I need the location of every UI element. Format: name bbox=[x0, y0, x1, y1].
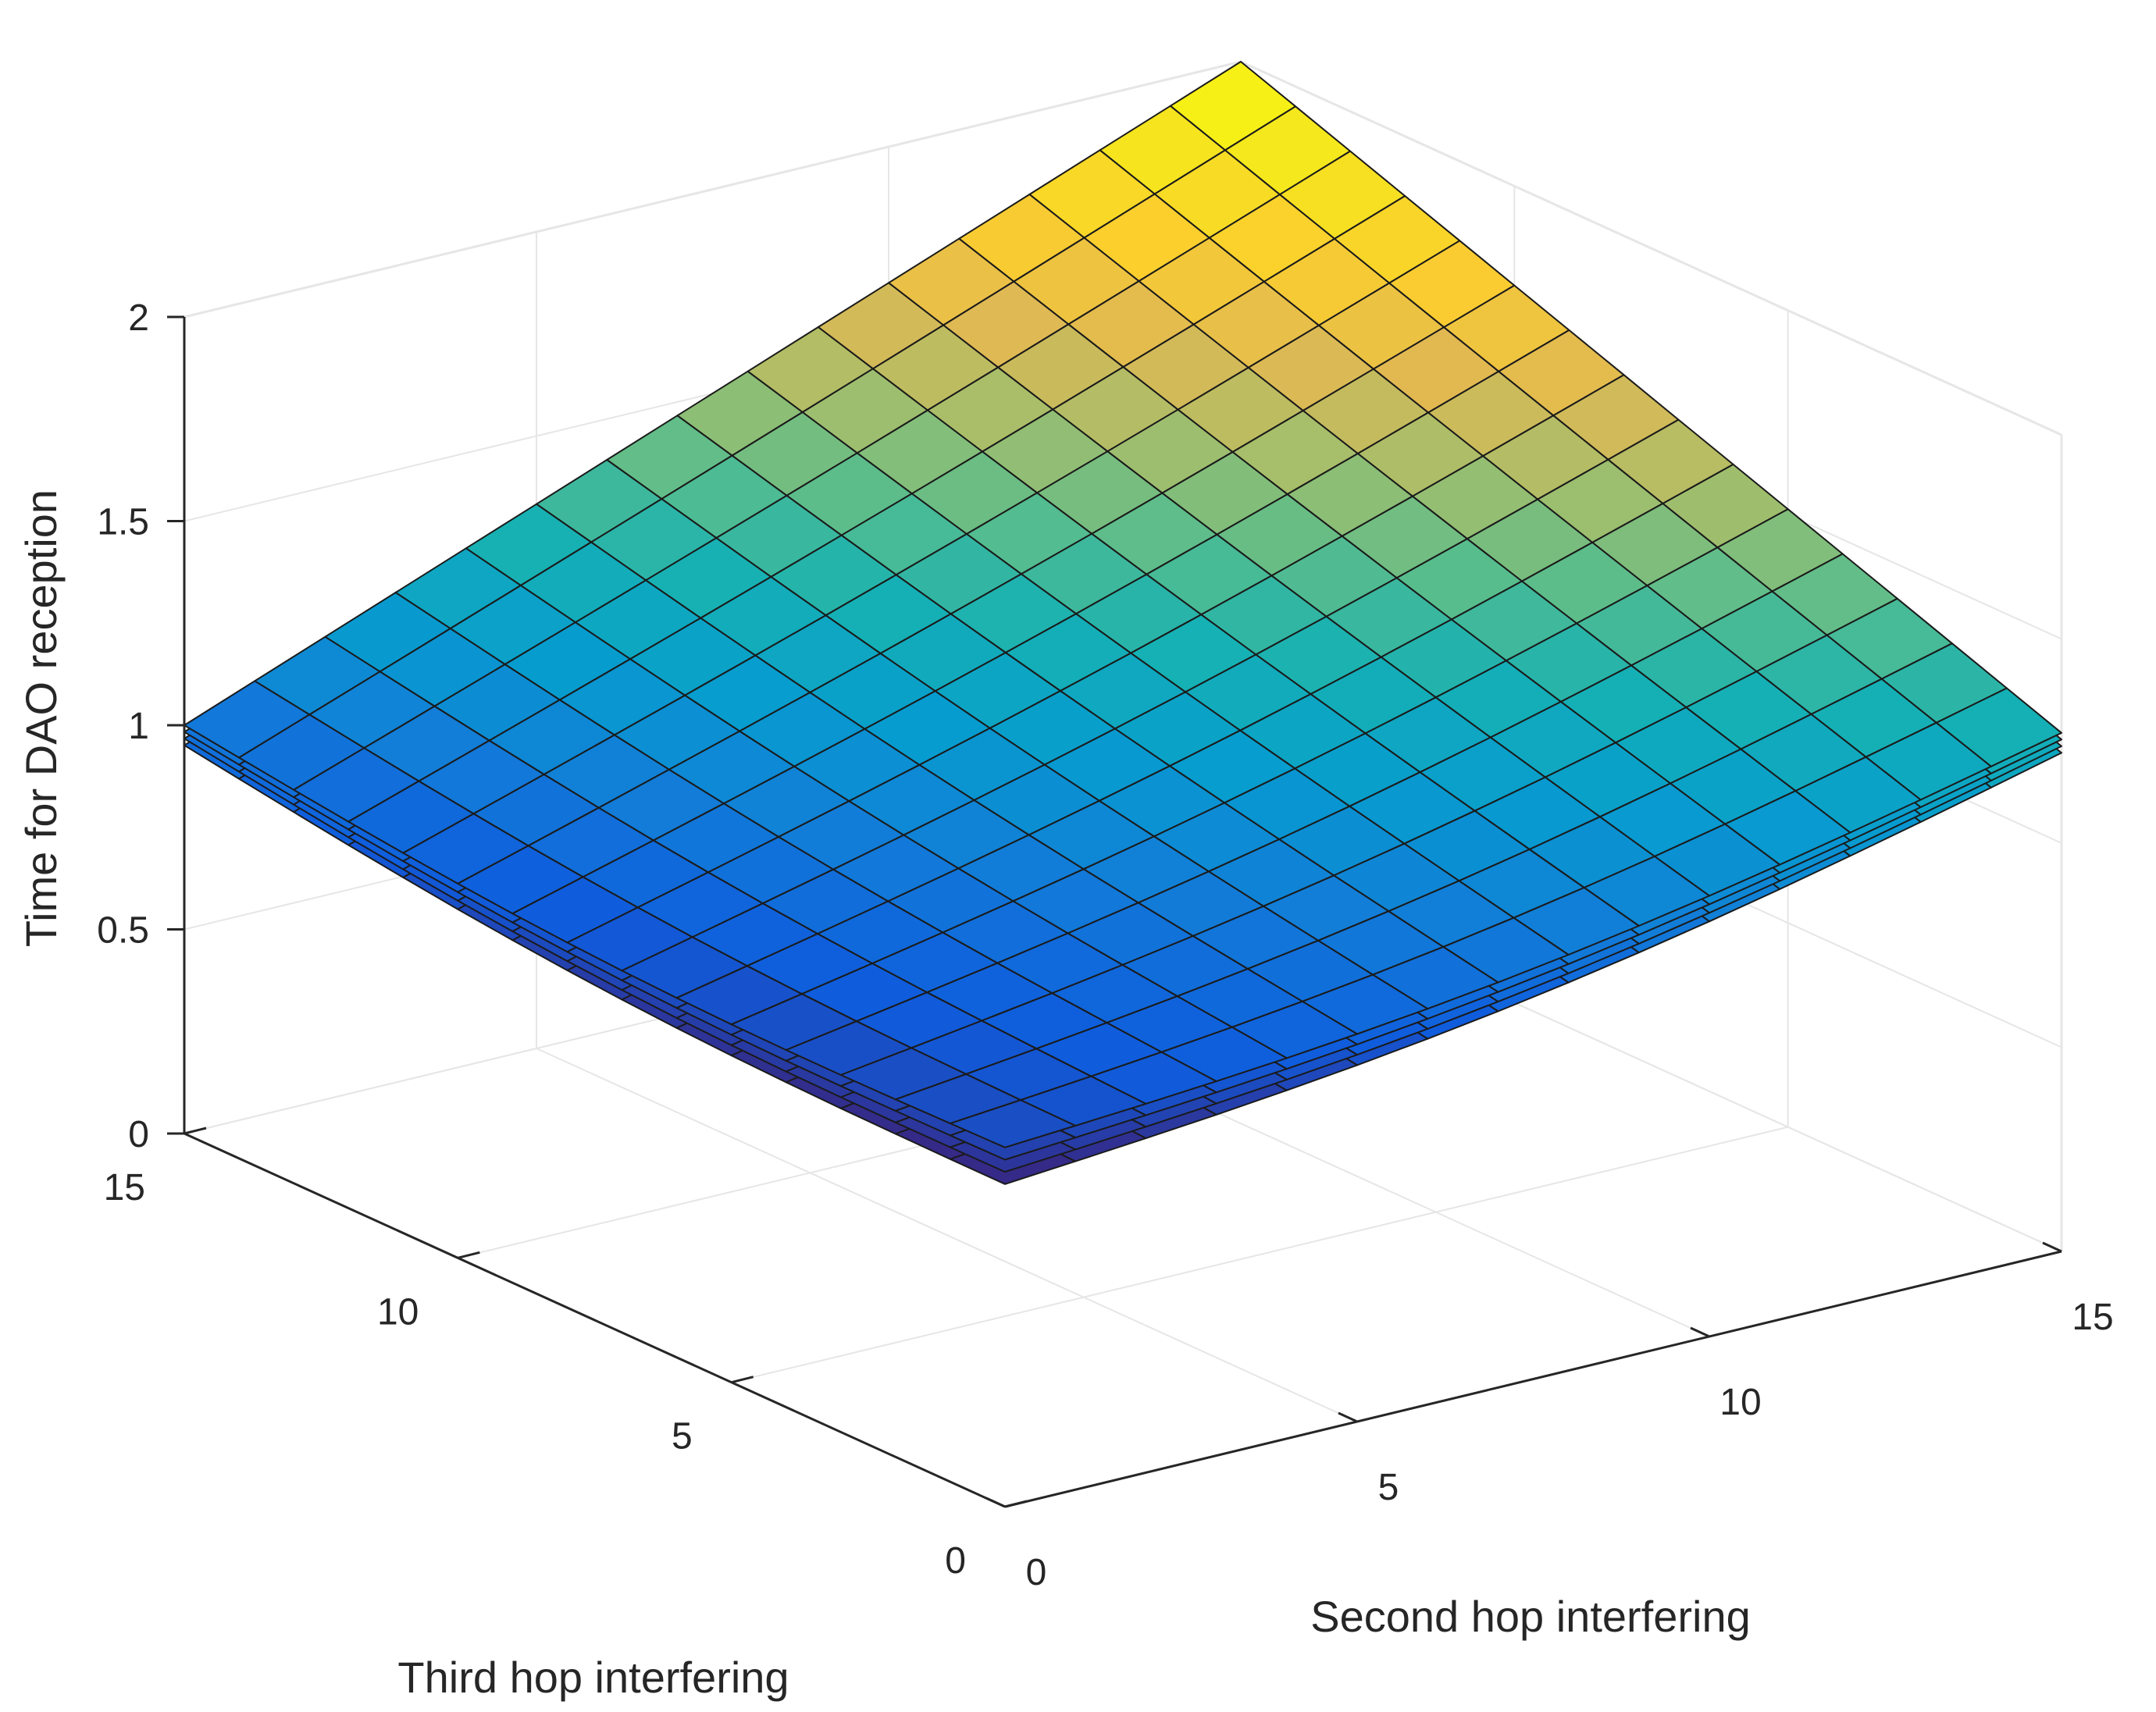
z-tick-label: 0 bbox=[128, 1114, 149, 1155]
x-tick-label: 15 bbox=[2072, 1297, 2113, 1338]
y-tick-label: 5 bbox=[672, 1416, 693, 1458]
y-tick-label: 10 bbox=[377, 1291, 419, 1333]
y-tick bbox=[457, 1251, 480, 1259]
y-tick bbox=[731, 1376, 754, 1384]
x-tick bbox=[985, 1497, 1006, 1508]
axes bbox=[167, 315, 2062, 1508]
x-axis-line bbox=[1004, 1250, 2062, 1508]
z-tick-label: 2 bbox=[128, 297, 149, 339]
floor-grid-line bbox=[536, 1048, 1358, 1422]
wall-grid-line bbox=[184, 61, 1242, 318]
x-tick bbox=[1690, 1326, 1710, 1338]
surface-patch bbox=[949, 1099, 1077, 1148]
floor-grid-line bbox=[731, 1126, 1788, 1383]
x-tick-label: 10 bbox=[1719, 1382, 1761, 1423]
tick-labels: 0 0.5 1 1.5 2 0 5 10 15 0 5 10 15 bbox=[97, 297, 2113, 1593]
x-tick-label: 0 bbox=[1026, 1552, 1047, 1593]
y-axis-line bbox=[184, 1132, 1006, 1508]
z-tick-label: 1 bbox=[128, 706, 149, 747]
y-tick bbox=[184, 1127, 207, 1135]
surface-mesh bbox=[184, 61, 2062, 1185]
x-tick bbox=[1338, 1411, 1358, 1423]
y-tick-label: 0 bbox=[945, 1540, 966, 1582]
z-tick-label: 0.5 bbox=[97, 910, 149, 952]
y-tick-label: 15 bbox=[104, 1167, 145, 1208]
x-tick-label: 5 bbox=[1378, 1467, 1399, 1508]
z-axis-label: Time for DAO reception bbox=[16, 489, 66, 947]
x-tick bbox=[2042, 1241, 2062, 1253]
y-tick bbox=[1004, 1500, 1028, 1508]
z-tick-label: 1.5 bbox=[97, 502, 149, 543]
x-axis-label: Second hop interfering bbox=[1310, 1592, 1751, 1641]
y-axis-label: Third hop interfering bbox=[397, 1653, 789, 1702]
wall-grid-line bbox=[1240, 61, 2062, 436]
